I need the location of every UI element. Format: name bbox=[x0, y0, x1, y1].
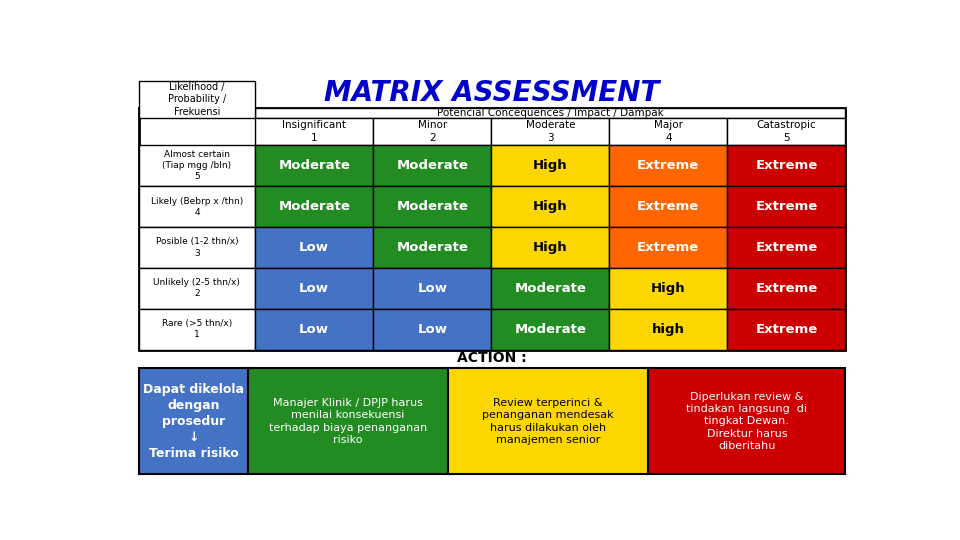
Text: Diperlukan review &
tindakan langsung  di
tingkat Dewan.
Direktur harus
diberita: Diperlukan review & tindakan langsung di… bbox=[686, 392, 807, 451]
Text: Moderate: Moderate bbox=[278, 159, 350, 172]
Text: Posible (1-2 thn/x)
3: Posible (1-2 thn/x) 3 bbox=[156, 238, 238, 258]
Text: Unlikely (2-5 thn/x)
2: Unlikely (2-5 thn/x) 2 bbox=[154, 278, 240, 299]
Text: ACTION :: ACTION : bbox=[457, 351, 527, 365]
Text: High: High bbox=[533, 241, 567, 254]
Bar bbox=[492, 268, 610, 309]
Bar bbox=[373, 268, 492, 309]
Text: Moderate
3: Moderate 3 bbox=[525, 120, 575, 143]
Text: Moderate: Moderate bbox=[515, 323, 587, 336]
Text: Review terperinci &
penanganan mendesak
harus dilakukan oleh
manajemen senior: Review terperinci & penanganan mendesak … bbox=[482, 398, 614, 445]
Text: high: high bbox=[652, 323, 684, 336]
Bar bbox=[373, 186, 492, 227]
Bar bbox=[373, 309, 492, 349]
Bar bbox=[492, 309, 610, 349]
Text: Rare (>5 thn/x)
1: Rare (>5 thn/x) 1 bbox=[162, 319, 232, 339]
Bar bbox=[492, 145, 610, 186]
Text: High: High bbox=[533, 200, 567, 213]
Text: Low: Low bbox=[418, 323, 447, 336]
Bar bbox=[728, 268, 846, 309]
Text: Moderate: Moderate bbox=[396, 241, 468, 254]
Text: Low: Low bbox=[300, 323, 329, 336]
Text: Moderate: Moderate bbox=[396, 200, 468, 213]
Text: Low: Low bbox=[300, 282, 329, 295]
Text: Major
4: Major 4 bbox=[654, 120, 683, 143]
Text: Manajer Klinik / DPJP harus
menilai konsekuensi
terhadap biaya penanganan
risiko: Manajer Klinik / DPJP harus menilai kons… bbox=[269, 398, 427, 445]
Bar bbox=[648, 368, 846, 474]
Text: Catastropic
5: Catastropic 5 bbox=[756, 120, 816, 143]
Bar bbox=[138, 145, 255, 186]
Bar bbox=[728, 145, 846, 186]
Bar bbox=[138, 227, 255, 268]
Text: Likelihood /
Probability /
Frekuensi: Likelihood / Probability / Frekuensi bbox=[168, 82, 226, 117]
Bar bbox=[448, 368, 648, 474]
Text: High: High bbox=[533, 159, 567, 172]
Bar bbox=[492, 186, 610, 227]
Bar bbox=[255, 309, 373, 349]
Bar bbox=[255, 109, 846, 118]
Bar bbox=[138, 80, 255, 118]
Text: Moderate: Moderate bbox=[515, 282, 587, 295]
Text: Almost certain
(Tiap mgg /bln)
5: Almost certain (Tiap mgg /bln) 5 bbox=[162, 150, 231, 181]
Text: Extreme: Extreme bbox=[756, 241, 818, 254]
Text: Likely (Bebrp x /thn)
4: Likely (Bebrp x /thn) 4 bbox=[151, 197, 243, 217]
Text: Minor
2: Minor 2 bbox=[418, 120, 447, 143]
Bar bbox=[255, 145, 373, 186]
Text: MATRIX ASSESSMENT: MATRIX ASSESSMENT bbox=[324, 79, 660, 107]
Text: Extreme: Extreme bbox=[756, 200, 818, 213]
Bar bbox=[610, 145, 728, 186]
Bar bbox=[610, 309, 728, 349]
Bar bbox=[255, 118, 373, 145]
Bar bbox=[138, 268, 255, 309]
Bar bbox=[373, 118, 492, 145]
Bar bbox=[138, 186, 255, 227]
Bar bbox=[728, 227, 846, 268]
Bar bbox=[492, 118, 610, 145]
Bar bbox=[610, 227, 728, 268]
Text: Moderate: Moderate bbox=[396, 159, 468, 172]
Bar bbox=[255, 268, 373, 309]
Bar bbox=[728, 186, 846, 227]
Text: Extreme: Extreme bbox=[756, 323, 818, 336]
Text: Extreme: Extreme bbox=[756, 159, 818, 172]
Bar bbox=[138, 368, 248, 474]
Text: Extreme: Extreme bbox=[637, 200, 700, 213]
Bar bbox=[373, 145, 492, 186]
Text: Potencial Concequences / Impact / Dampak: Potencial Concequences / Impact / Dampak bbox=[437, 108, 663, 118]
Text: Insignificant
1: Insignificant 1 bbox=[282, 120, 347, 143]
Text: High: High bbox=[651, 282, 685, 295]
Bar bbox=[373, 227, 492, 268]
Text: Extreme: Extreme bbox=[637, 241, 700, 254]
Bar bbox=[138, 309, 255, 349]
Bar bbox=[728, 309, 846, 349]
Bar bbox=[255, 186, 373, 227]
Bar bbox=[492, 227, 610, 268]
Text: Moderate: Moderate bbox=[278, 200, 350, 213]
Bar bbox=[138, 109, 846, 349]
Text: Low: Low bbox=[418, 282, 447, 295]
Bar bbox=[610, 268, 728, 309]
Text: Extreme: Extreme bbox=[637, 159, 700, 172]
Bar bbox=[610, 118, 728, 145]
Bar bbox=[248, 368, 448, 474]
Text: Low: Low bbox=[300, 241, 329, 254]
Text: Extreme: Extreme bbox=[756, 282, 818, 295]
Bar bbox=[728, 118, 846, 145]
Text: Dapat dikelola
dengan
prosedur
↓
Terima risiko: Dapat dikelola dengan prosedur ↓ Terima … bbox=[143, 383, 244, 460]
Bar bbox=[255, 227, 373, 268]
Bar bbox=[610, 186, 728, 227]
